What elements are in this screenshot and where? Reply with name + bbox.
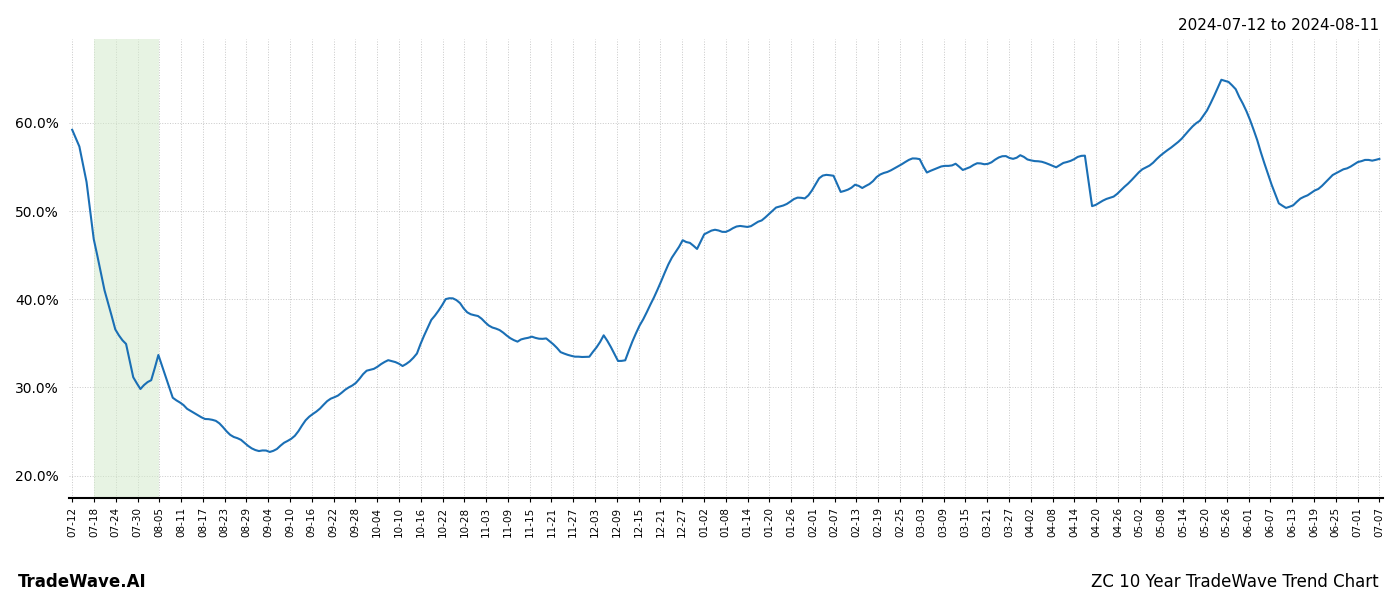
Bar — [94, 39, 160, 498]
Text: ZC 10 Year TradeWave Trend Chart: ZC 10 Year TradeWave Trend Chart — [1092, 573, 1379, 591]
Text: 2024-07-12 to 2024-08-11: 2024-07-12 to 2024-08-11 — [1177, 18, 1379, 33]
Text: TradeWave.AI: TradeWave.AI — [18, 573, 147, 591]
